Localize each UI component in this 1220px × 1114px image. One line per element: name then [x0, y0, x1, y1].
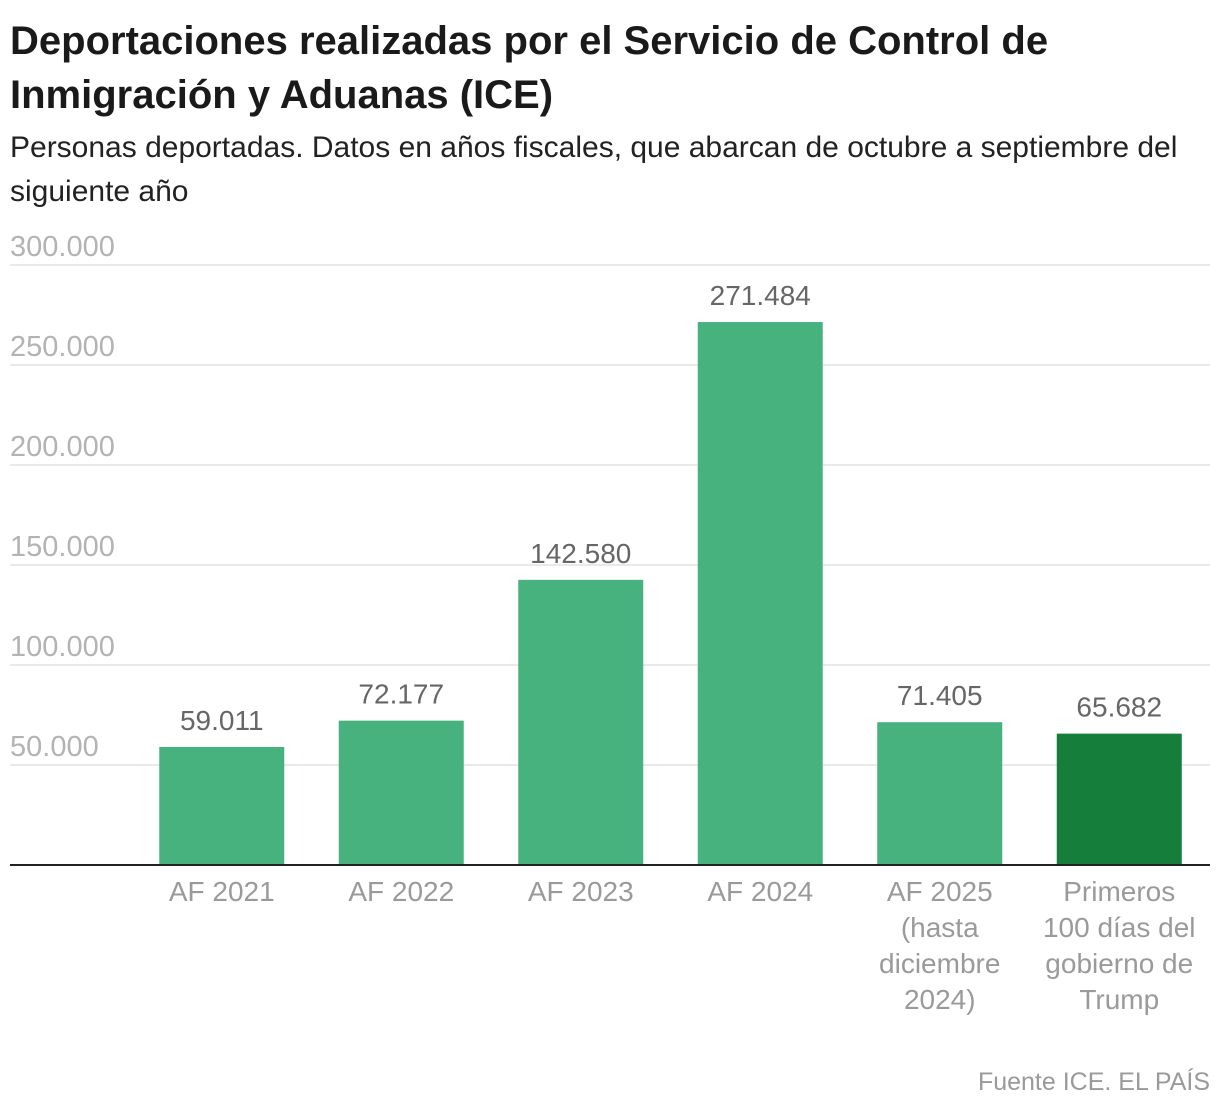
- x-tick-label: AF 2024: [707, 876, 813, 907]
- y-tick-label: 150.000: [10, 531, 115, 563]
- x-tick-label: AF 2025: [887, 876, 993, 907]
- category-labels: AF 2021 AF 2022 AF 2023 AF 2024 AF 2025 (hast…: [169, 876, 1196, 1015]
- bar: [697, 322, 823, 866]
- value-labels: 59.011 72.177 142.580 271.484 71.405 65.682: [180, 280, 1162, 736]
- value-label: 271.484: [710, 280, 811, 311]
- y-tick-label: 100.000: [10, 631, 115, 663]
- value-label: 65.682: [1076, 692, 1162, 723]
- y-tick-label: 50.000: [10, 731, 99, 763]
- x-tick-label: AF 2023: [528, 876, 634, 907]
- x-tick-label: 100 días del: [1043, 912, 1196, 943]
- y-tick-label: 300.000: [10, 231, 115, 263]
- y-tick-label: 200.000: [10, 431, 115, 463]
- x-tick-label: diciembre: [879, 948, 1000, 979]
- bar: [1056, 733, 1182, 865]
- bar: [338, 720, 464, 865]
- x-tick-label: Trump: [1079, 984, 1159, 1015]
- x-tick-label: AF 2021: [169, 876, 275, 907]
- bar: [159, 746, 285, 865]
- x-tick-label: (hasta: [901, 912, 979, 943]
- value-label: 59.011: [180, 705, 264, 736]
- bar: [518, 579, 644, 865]
- bars: [159, 322, 1182, 866]
- x-tick-label: 2024): [904, 984, 976, 1015]
- x-tick-label: gobierno de: [1045, 948, 1193, 979]
- x-tick-label: AF 2022: [348, 876, 454, 907]
- value-label: 142.580: [530, 538, 631, 569]
- x-tick-label: Primeros: [1063, 876, 1175, 907]
- y-tick-label: 250.000: [10, 331, 115, 363]
- y-axis-ticks: 50.000 100.000 150.000 200.000 250.000 300.00…: [10, 231, 115, 763]
- chart-subtitle: Personas deportadas. Datos en años fisca…: [10, 131, 1178, 208]
- value-label: 72.177: [358, 679, 444, 710]
- chart-title: Deportaciones realizadas por el Servicio…: [10, 19, 1049, 117]
- bar: [877, 722, 1003, 865]
- value-label: 71.405: [897, 680, 983, 711]
- source-note: Fuente ICE. EL PAÍS: [977, 1068, 1210, 1096]
